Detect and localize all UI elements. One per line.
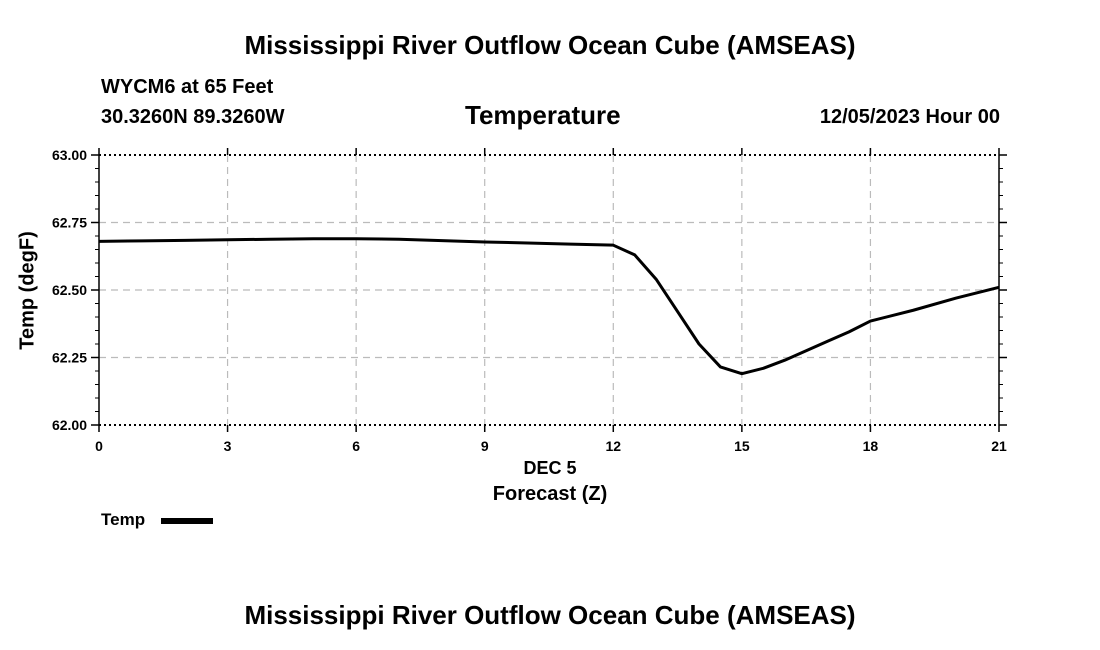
- x-axis-date-label: DEC 5: [523, 458, 577, 478]
- station-label: WYCM6 at 65 Feet: [101, 76, 274, 98]
- x-tick-label: 12: [605, 438, 621, 454]
- x-tick-label: 3: [224, 438, 232, 454]
- legend-label: Temp: [101, 510, 146, 529]
- y-tick-label: 63.00: [52, 147, 87, 163]
- temp-series-line: [98, 237, 1000, 376]
- x-tick-label: 9: [481, 438, 489, 454]
- x-tick-label: 21: [991, 438, 1007, 454]
- x-tick-label: 18: [863, 438, 879, 454]
- y-tick-label: 62.75: [52, 215, 87, 231]
- legend-swatch: [161, 518, 213, 524]
- footer-title: Mississippi River Outflow Ocean Cube (AM…: [244, 600, 856, 630]
- coordinates-label: 30.3260N 89.3260W: [101, 106, 285, 128]
- x-tick-label: 15: [734, 438, 750, 454]
- y-tick-label: 62.25: [52, 350, 87, 366]
- y-tick-label: 62.50: [52, 282, 87, 298]
- main-title: Mississippi River Outflow Ocean Cube (AM…: [244, 30, 856, 60]
- x-tick-label: 0: [95, 438, 103, 454]
- x-tick-label: 6: [352, 438, 360, 454]
- y-axis-title: Temp (degF): [16, 231, 39, 350]
- forecast-datetime: 12/05/2023 Hour 00: [819, 106, 1000, 128]
- chart-title: Temperature: [465, 100, 621, 130]
- x-axis-title: Forecast (Z): [492, 483, 608, 505]
- y-tick-label: 62.00: [52, 417, 87, 433]
